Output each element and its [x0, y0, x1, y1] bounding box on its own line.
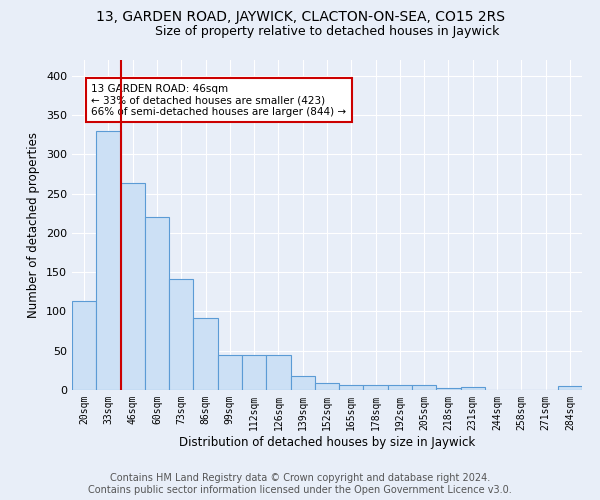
Bar [121, 182, 145, 390]
Bar [218, 354, 242, 390]
Bar [266, 356, 290, 390]
Text: 13 GARDEN ROAD: 46sqm
← 33% of detached houses are smaller (423)
66% of semi-det: 13 GARDEN ROAD: 46sqm ← 33% of detached … [91, 84, 347, 117]
Bar [339, 386, 364, 390]
Title: Size of property relative to detached houses in Jaywick: Size of property relative to detached ho… [155, 25, 499, 38]
Bar [364, 386, 388, 390]
Bar [290, 376, 315, 390]
Bar [242, 356, 266, 390]
Bar [558, 386, 582, 390]
Bar [145, 217, 169, 390]
Bar [193, 318, 218, 390]
Bar [315, 383, 339, 390]
Bar [461, 387, 485, 390]
Bar [169, 279, 193, 390]
Bar [96, 130, 121, 390]
Y-axis label: Number of detached properties: Number of detached properties [28, 132, 40, 318]
Bar [388, 384, 412, 390]
X-axis label: Distribution of detached houses by size in Jaywick: Distribution of detached houses by size … [179, 436, 475, 448]
Bar [412, 384, 436, 390]
Bar [436, 388, 461, 390]
Bar [72, 301, 96, 390]
Text: 13, GARDEN ROAD, JAYWICK, CLACTON-ON-SEA, CO15 2RS: 13, GARDEN ROAD, JAYWICK, CLACTON-ON-SEA… [95, 10, 505, 24]
Text: Contains HM Land Registry data © Crown copyright and database right 2024.
Contai: Contains HM Land Registry data © Crown c… [88, 474, 512, 495]
